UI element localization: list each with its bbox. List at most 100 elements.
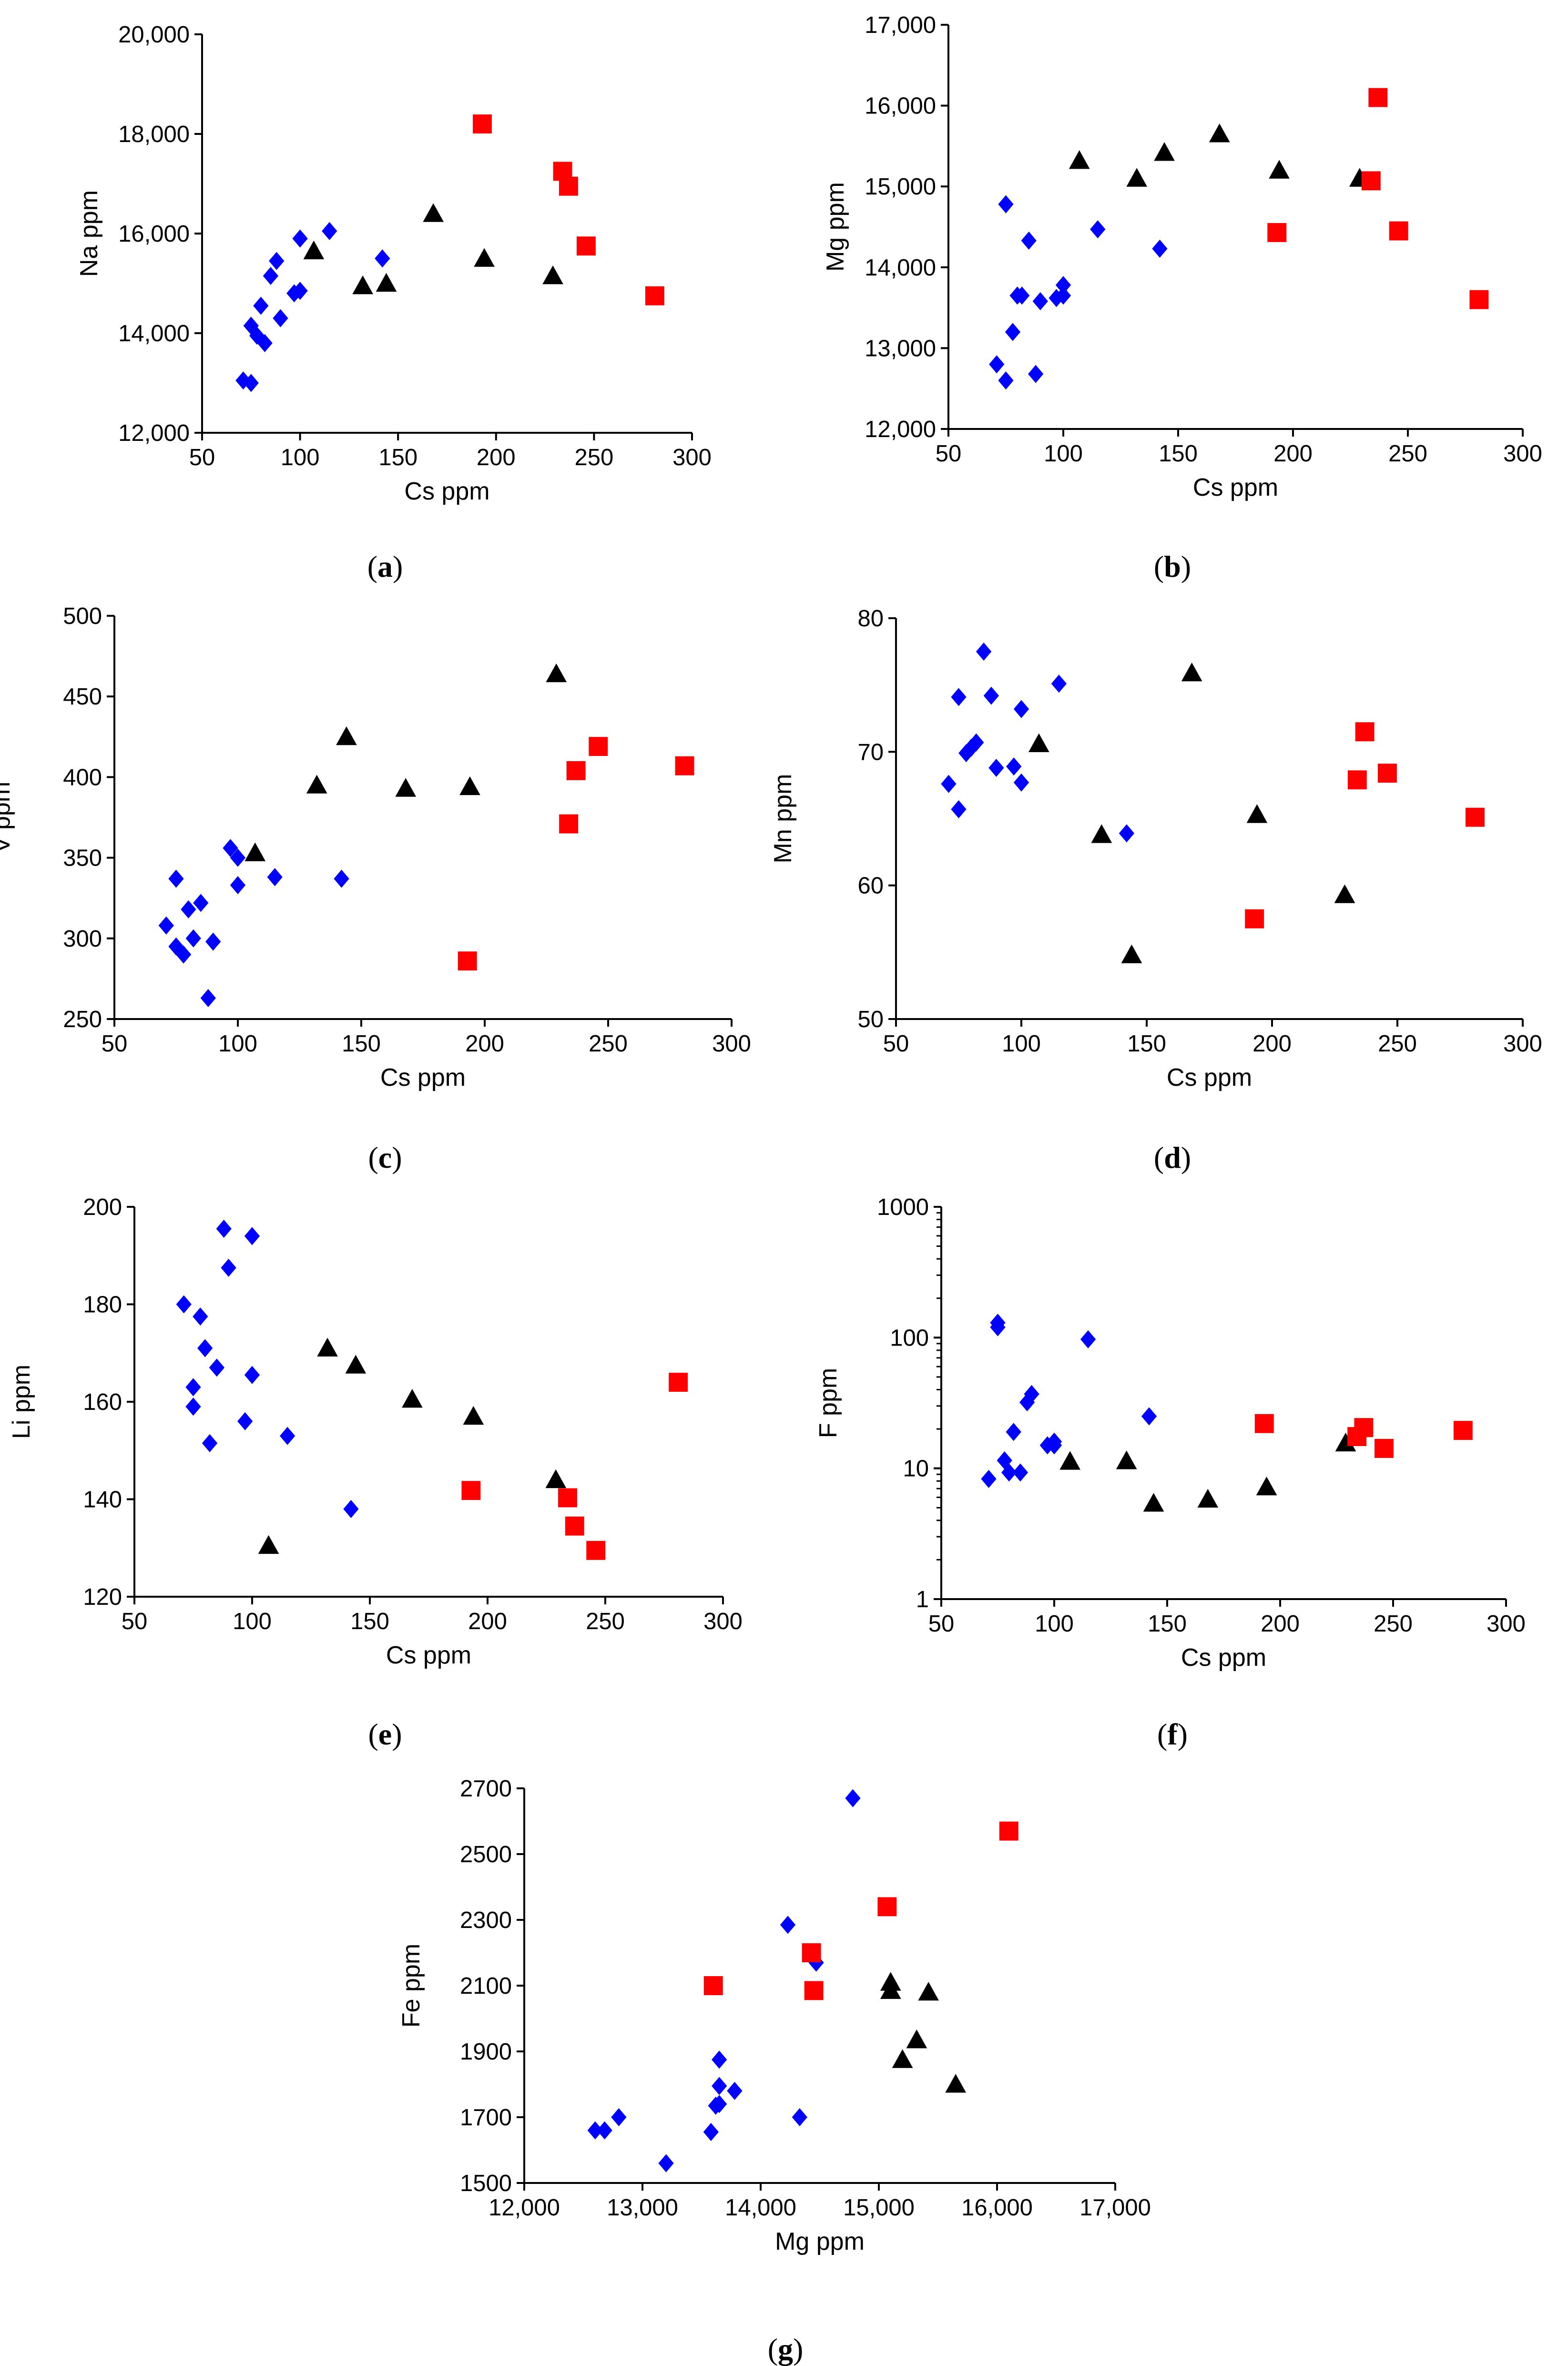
x-axis-label: Cs ppm [1167,1064,1252,1091]
data-point-black [1269,160,1290,179]
data-point-black [1335,1432,1356,1452]
data-point-blue [292,282,308,300]
data-point-blue [1012,1463,1028,1482]
data-point-blue [1152,239,1168,258]
y-tick-label: 50 [857,1007,884,1032]
data-point-red [1389,221,1408,241]
data-point-blue [712,2050,727,2069]
data-point-black [546,663,567,683]
x-tick-label: 250 [1378,1031,1417,1057]
data-point-red [1354,1418,1374,1438]
data-point-black [258,1535,279,1554]
data-point-red [461,1481,481,1500]
data-point-blue [1032,292,1048,311]
data-point-black [1181,663,1202,682]
data-point-blue [168,869,184,888]
data-point-black [376,273,397,292]
y-tick-label: 140 [83,1487,122,1513]
panel-label: (e) [368,1717,402,1751]
data-point-blue [998,195,1014,214]
data-point-black [1121,944,1142,963]
data-point-blue [185,1378,201,1397]
data-point-blue [983,686,999,705]
y-tick-label: 15,000 [865,174,936,200]
x-tick-label: 50 [928,1611,955,1637]
data-point-blue [343,1499,359,1518]
chart-panel-a: 50 100 150 200 250 300 12,000 14,000 16,000 18,00… [75,22,712,583]
data-point-red [566,761,586,780]
x-tick-label: 250 [589,1031,628,1057]
data-point-blue [193,894,209,912]
data-point-blue [197,1339,213,1357]
data-point-black [463,1406,484,1425]
data-point-black [880,1972,901,1991]
data-point-black [244,842,266,861]
data-point-black [1028,733,1049,752]
y-tick-label: 17,000 [865,12,936,38]
data-point-red [804,1981,824,2000]
data-point-red [999,1821,1018,1841]
data-point-blue [1021,231,1037,250]
x-tick-label: 15,000 [843,2195,915,2221]
x-tick-label: 100 [281,445,320,470]
y-tick-label: 20,000 [118,22,190,48]
y-tick-label: 160 [83,1389,122,1415]
data-point-red [586,1540,606,1560]
data-point-blue [209,1358,225,1377]
data-point-black [1126,168,1148,187]
data-point-blue [273,309,288,327]
data-point-red [473,114,492,134]
x-tick-label: 300 [1503,441,1542,467]
data-point-black [1059,1451,1081,1470]
data-point-blue [988,758,1004,777]
data-point-blue [322,222,337,240]
y-axis-label: Fe ppm [397,1944,425,2028]
x-tick-label: 50 [883,1031,909,1057]
data-point-black [336,726,357,745]
y-tick-label: 13,000 [865,336,936,361]
y-tick-label: 2500 [460,1842,512,1867]
data-point-blue [951,800,967,818]
y-tick-label: 200 [83,1194,122,1220]
y-axis-label: Mg ppm [822,182,849,272]
data-point-blue [168,937,184,956]
x-axis-label: Cs ppm [386,1642,471,1669]
x-tick-label: 100 [233,1609,272,1634]
data-point-blue [997,1451,1012,1470]
data-point-black [303,240,325,260]
data-point-red [1361,171,1381,191]
x-tick-label: 100 [1002,1031,1041,1057]
y-tick-label: 2700 [460,1776,512,1802]
data-point-red [559,814,579,834]
y-tick-label: 100 [890,1325,929,1351]
data-point-blue [792,2108,807,2126]
data-point-blue [175,945,192,964]
x-tick-label: 150 [1127,1031,1166,1057]
data-point-blue [1055,286,1071,305]
data-point-red [558,1488,577,1508]
data-point-black [542,265,563,285]
y-tick-label: 120 [83,1584,122,1610]
data-point-black [1143,1493,1164,1512]
data-point-red [559,176,578,196]
data-point-black [474,248,495,267]
data-point-blue [292,229,308,248]
data-point-blue [269,252,285,270]
data-point-blue [1055,276,1071,295]
chart-panel-c: 50 100 150 200 250 300 250 300 350 400 450 500 Cs pp… [0,603,751,1174]
data-point-blue [244,1366,260,1384]
panel-label: (g) [768,2332,804,2366]
data-point-blue [1001,1463,1017,1482]
data-point-blue [998,371,1014,390]
x-tick-label: 200 [1252,1031,1292,1057]
data-point-blue [1119,824,1135,843]
data-point-black [1334,884,1355,903]
x-tick-label: 300 [712,1031,751,1057]
x-tick-label: 17,000 [1079,2195,1151,2221]
x-tick-label: 150 [350,1609,389,1634]
data-point-black [1069,150,1090,169]
data-point-black [1246,804,1268,823]
y-tick-label: 14,000 [865,255,936,281]
y-tick-label: 180 [83,1292,122,1318]
